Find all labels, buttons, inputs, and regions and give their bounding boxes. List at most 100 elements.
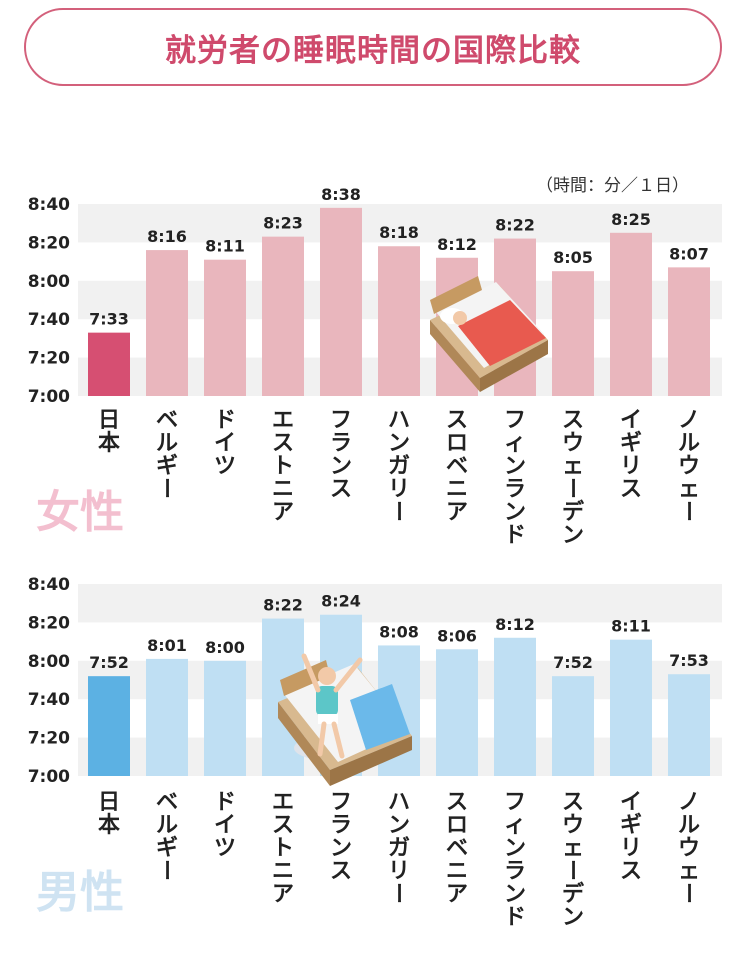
svg-text:ラ: ラ [504, 859, 526, 884]
svg-text:ツ: ツ [214, 454, 236, 479]
female-ytick: 7:40 [28, 310, 70, 330]
svg-text:ス: ス [562, 408, 584, 433]
svg-text:ィ: ィ [504, 431, 526, 456]
svg-text:ル: ル [156, 431, 178, 456]
svg-text:ア: ア [272, 882, 294, 907]
svg-text:ン: ン [504, 836, 526, 861]
svg-text:ェ: ェ [678, 477, 700, 502]
svg-text:ン: ン [562, 905, 584, 930]
female-value-label: 8:07 [669, 244, 709, 263]
male-category-label: ドイツ [214, 790, 236, 861]
svg-text:ベ: ベ [446, 454, 468, 479]
male-bar [552, 676, 594, 776]
svg-text:本: 本 [98, 431, 120, 456]
female-value-label: 8:25 [611, 210, 651, 229]
svg-text:ツ: ツ [214, 836, 236, 861]
svg-text:ノ: ノ [678, 790, 700, 815]
male-value-label: 8:12 [495, 615, 535, 634]
svg-text:ロ: ロ [446, 431, 468, 456]
female-value-label: 8:23 [263, 214, 303, 233]
svg-text:フ: フ [504, 408, 526, 433]
svg-text:ベ: ベ [156, 408, 178, 433]
svg-text:ン: ン [330, 454, 352, 479]
female-bar [146, 250, 188, 396]
svg-text:ア: ア [446, 500, 468, 525]
male-ytick: 8:40 [28, 575, 70, 595]
female-ytick: 8:40 [28, 195, 70, 215]
man-right-arm [333, 657, 363, 693]
svg-text:ス: ス [272, 813, 294, 838]
man-left-arm [301, 653, 321, 693]
svg-text:イ: イ [214, 431, 236, 456]
svg-text:ラ: ラ [504, 477, 526, 502]
svg-text:日: 日 [98, 790, 120, 815]
svg-text:ス: ス [620, 859, 642, 884]
female-bar [610, 232, 652, 396]
male-ytick: 8:20 [28, 613, 70, 633]
female-ytick: 8:00 [28, 272, 70, 292]
svg-text:リ: リ [620, 454, 642, 479]
svg-text:ー: ー [385, 882, 410, 904]
svg-text:イ: イ [214, 813, 236, 838]
svg-text:ド: ド [214, 790, 236, 815]
svg-text:ス: ス [446, 408, 468, 433]
svg-text:ェ: ェ [678, 859, 700, 884]
female-value-label: 8:12 [437, 235, 477, 254]
bed-blanket [458, 300, 546, 366]
svg-text:ス: ス [330, 859, 352, 884]
female-bar [668, 267, 710, 396]
svg-text:ラ: ラ [330, 813, 352, 838]
svg-text:ド: ド [504, 523, 526, 548]
svg-text:本: 本 [98, 813, 120, 838]
man-torso [316, 686, 338, 716]
male-value-label: 8:24 [321, 592, 361, 611]
svg-text:ィ: ィ [504, 813, 526, 838]
female-value-label: 7:33 [89, 310, 129, 329]
svg-text:ニ: ニ [272, 859, 294, 884]
svg-text:ン: ン [562, 523, 584, 548]
svg-text:ー: ー [675, 500, 700, 522]
female-ytick: 7:00 [28, 387, 70, 407]
svg-text:ノ: ノ [678, 408, 700, 433]
male-value-label: 7:53 [669, 651, 709, 670]
svg-text:ル: ル [678, 431, 700, 456]
svg-text:ト: ト [272, 454, 294, 479]
svg-text:ェ: ェ [562, 836, 584, 861]
svg-text:ー: ー [675, 882, 700, 904]
svg-text:イ: イ [620, 790, 642, 815]
svg-text:ン: ン [388, 813, 410, 838]
svg-text:ン: ン [330, 836, 352, 861]
svg-text:ニ: ニ [272, 477, 294, 502]
male-ytick: 8:00 [28, 652, 70, 672]
svg-text:ン: ン [504, 500, 526, 525]
svg-text:デ: デ [562, 499, 585, 525]
male-value-label: 7:52 [553, 653, 593, 672]
male-bar [494, 637, 536, 776]
title-box: 就労者の睡眠時間の国際比較 [24, 8, 722, 86]
man-shorts [318, 714, 338, 724]
svg-text:ギ: ギ [156, 454, 178, 479]
svg-text:ス: ス [562, 790, 584, 815]
svg-text:ギ: ギ [620, 813, 642, 838]
svg-text:ー: ー [559, 859, 584, 881]
svg-text:ニ: ニ [446, 859, 468, 884]
svg-text:ン: ン [504, 454, 526, 479]
female-ytick: 7:20 [28, 349, 70, 369]
bed-side [430, 320, 480, 392]
man-head [318, 667, 336, 685]
chart-title: 就労者の睡眠時間の国際比較 [165, 32, 581, 69]
svg-text:ル: ル [156, 813, 178, 838]
male-bar [146, 658, 188, 776]
male-bar [88, 676, 130, 776]
svg-text:ェ: ェ [562, 454, 584, 479]
bed-side [278, 702, 330, 786]
svg-text:リ: リ [388, 859, 410, 884]
